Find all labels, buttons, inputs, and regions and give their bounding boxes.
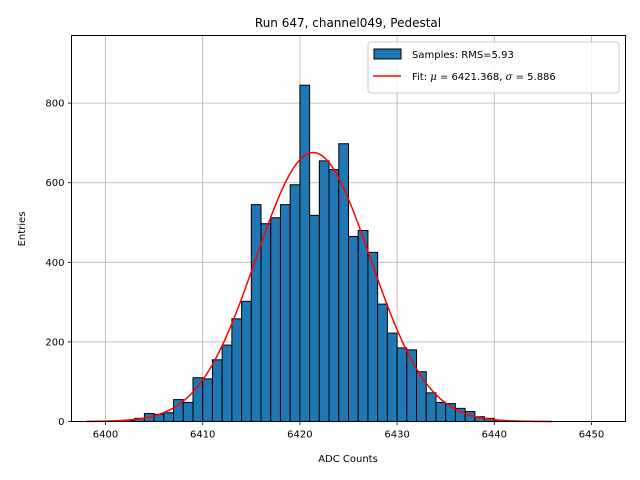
plot-frame	[71, 35, 626, 422]
histogram-bar	[338, 143, 349, 423]
legend-samples-label: Samples: RMS=5.93	[412, 50, 514, 61]
histogram-bar	[367, 251, 379, 422]
histogram-bar	[416, 371, 427, 422]
histogram-bar	[241, 300, 252, 423]
x-tick-label: 6440	[482, 430, 507, 441]
histogram-bar	[163, 412, 175, 422]
histogram-bar	[396, 347, 408, 422]
x-tick-label: 6430	[384, 430, 409, 441]
legend-fit-label: Fit: μ = 6421.368, σ = 5.886	[412, 72, 556, 83]
histogram-bar	[328, 169, 340, 422]
legend-fit-mu-symbol: μ	[430, 72, 437, 83]
y-tick-label: 600	[45, 178, 64, 189]
histogram-bar	[318, 160, 330, 422]
histogram-bar	[289, 184, 301, 422]
histogram-bar	[221, 344, 233, 423]
histogram-bar	[202, 378, 213, 423]
x-axis-label: ADC Counts	[318, 454, 378, 465]
y-axis-ticks: 0 200 400 600 800	[45, 99, 72, 428]
histogram-bar	[279, 204, 291, 422]
y-axis-label: Entries	[17, 212, 28, 247]
histogram-bar	[435, 401, 447, 422]
histogram-bar	[211, 359, 223, 422]
histogram-bar	[348, 235, 359, 422]
legend-fit-sigma-value: = 5.886	[512, 72, 555, 83]
histogram-bar	[250, 204, 262, 422]
x-tick-label: 6450	[579, 430, 604, 441]
fit-curve	[86, 151, 553, 423]
histogram-bar	[260, 223, 272, 422]
legend-box	[367, 41, 620, 94]
histogram-bar	[309, 214, 320, 422]
legend-fit-prefix: Fit:	[412, 72, 430, 83]
x-tick-label: 6410	[190, 430, 215, 441]
x-axis-ticks: 6400 6410 6420 6430 6440 6450	[93, 421, 604, 441]
histogram-bar	[182, 401, 194, 422]
histogram-bar	[377, 303, 388, 422]
y-tick-label: 0	[58, 417, 64, 428]
histogram-bar	[357, 229, 369, 422]
legend-fit-sigma-symbol: σ	[506, 72, 514, 83]
histogram-bar	[231, 318, 243, 423]
histogram-bar	[386, 332, 398, 423]
y-tick-label: 400	[45, 258, 64, 269]
y-tick-label: 800	[45, 99, 64, 110]
legend: Samples: RMS=5.93 Fit: μ = 6421.368, σ =…	[367, 41, 620, 94]
histogram-bar	[192, 377, 204, 423]
x-tick-label: 6420	[287, 430, 312, 441]
x-tick-label: 6400	[93, 430, 118, 441]
y-tick-label: 200	[45, 337, 64, 348]
histogram-bar	[299, 84, 311, 422]
legend-fit-mu-value: = 6421.368,	[437, 72, 506, 83]
legend-samples-swatch	[373, 48, 402, 60]
histogram-bar	[425, 392, 437, 422]
histogram-bar	[270, 217, 281, 422]
chart-title: Run 647, channel049, Pedestal	[255, 16, 441, 30]
